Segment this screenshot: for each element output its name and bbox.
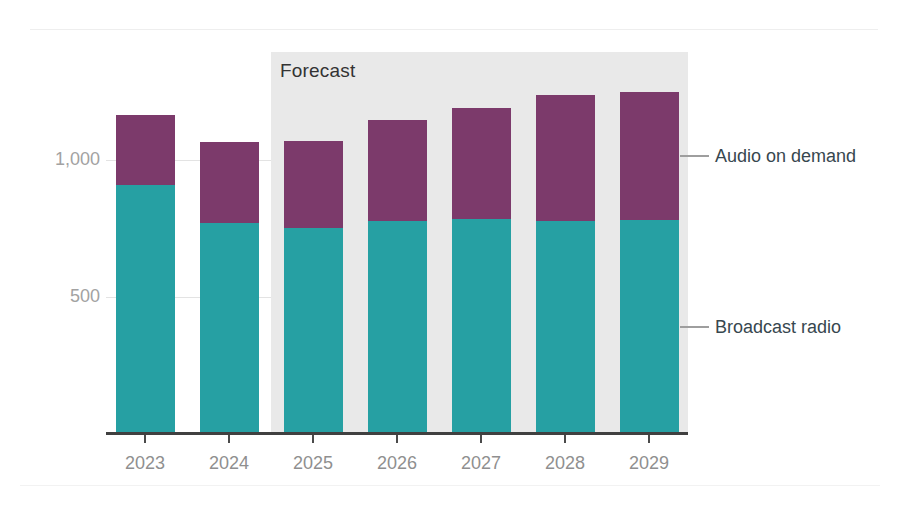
bar-2027-audio-on-demand	[452, 108, 511, 219]
x-tick-2028	[564, 435, 566, 443]
bar-2024-audio-on-demand	[200, 142, 259, 223]
x-tick-2029	[648, 435, 650, 443]
x-axis-label-2028: 2028	[530, 453, 600, 474]
x-axis-label-2025: 2025	[278, 453, 348, 474]
audio-on-demand-legend-label: Audio on demand	[715, 144, 856, 168]
bar-2028-broadcast-radio	[536, 221, 595, 433]
x-tick-2023	[144, 435, 146, 443]
audio-on-demand-callout-line	[680, 155, 709, 157]
bar-2023-audio-on-demand	[116, 115, 175, 185]
x-axis-label-2024: 2024	[194, 453, 264, 474]
bar-2029-audio-on-demand	[620, 92, 679, 220]
y-axis-tick-label-500: 500	[30, 286, 100, 307]
forecast-label: Forecast	[271, 52, 688, 82]
x-tick-2026	[396, 435, 398, 443]
bar-2026-broadcast-radio	[368, 221, 427, 433]
bar-2025-broadcast-radio	[284, 228, 343, 433]
broadcast-radio-callout-line	[680, 326, 709, 328]
y-axis-tick-label-1000: 1,000	[30, 149, 100, 170]
broadcast-radio-legend-label: Broadcast radio	[715, 315, 841, 339]
x-axis-label-2026: 2026	[362, 453, 432, 474]
bar-2027-broadcast-radio	[452, 219, 511, 433]
x-tick-2025	[312, 435, 314, 443]
bar-2028-audio-on-demand	[536, 95, 595, 221]
x-axis-label-2029: 2029	[614, 453, 684, 474]
bar-2025-audio-on-demand	[284, 141, 343, 228]
bar-2029-broadcast-radio	[620, 220, 679, 433]
bar-2023-broadcast-radio	[116, 185, 175, 433]
plot-area: Forecast 2023 2024 2025 2026 2027 2028 2029 500…	[0, 0, 900, 506]
x-axis-label-2023: 2023	[110, 453, 180, 474]
bar-2026-audio-on-demand	[368, 120, 427, 221]
x-axis-label-2027: 2027	[446, 453, 516, 474]
bar-2024-broadcast-radio	[200, 223, 259, 433]
stacked-bar-chart: Forecast 2023 2024 2025 2026 2027 2028 2029 500…	[0, 0, 900, 506]
x-tick-2024	[228, 435, 230, 443]
x-tick-2027	[480, 435, 482, 443]
